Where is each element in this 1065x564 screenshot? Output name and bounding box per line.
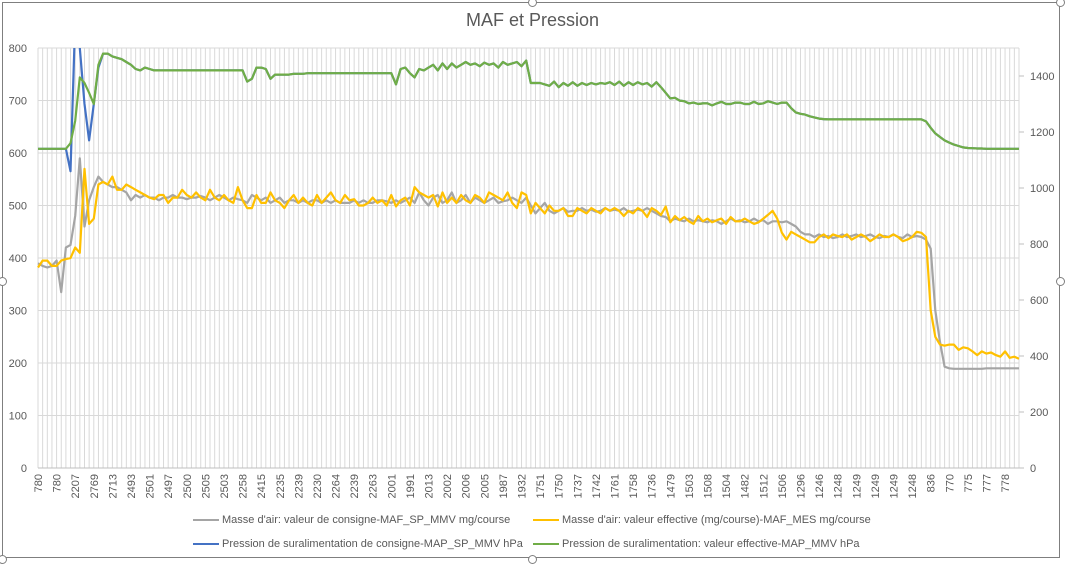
right-axis-tick-label: 600	[1030, 295, 1048, 307]
left-axis-tick-label: 800	[9, 43, 27, 55]
x-axis-tick-label: 1512	[758, 474, 770, 498]
x-axis-tick-label: 1503	[684, 474, 696, 498]
x-axis-tick-label: 1742	[591, 474, 603, 498]
legend-item-map-sp: Pression de suralimentation de consigne-…	[193, 538, 523, 550]
right-axis-tick-label: 800	[1030, 239, 1048, 251]
x-axis-tick-label: 2235	[275, 474, 287, 498]
x-axis-tick-label: 778	[1000, 474, 1012, 492]
left-axis-tick-label: 600	[9, 148, 27, 160]
x-axis-tick-label: 2001	[386, 474, 398, 498]
x-axis-tick-label: 2230	[312, 474, 324, 498]
series-line-0	[37, 157, 1019, 370]
right-axis-tick-label: 0	[1030, 463, 1036, 475]
x-axis-tick-label: 2239	[349, 474, 361, 498]
x-axis-tick-label: 2264	[331, 474, 343, 498]
x-axis-tick-label: 1508	[702, 474, 714, 498]
x-axis-tick-label: 1987	[498, 474, 510, 498]
legend-swatch-yellow	[533, 519, 559, 521]
x-axis-tick-label: 1761	[610, 474, 622, 498]
legend-swatch-blue	[193, 543, 219, 545]
x-axis-tick-label: 2493	[126, 474, 138, 498]
x-axis-ticks: 780 780 2207 2769 2713 2493 2501 2497 2500 2505 25…	[33, 474, 1012, 498]
legend-item-map-mes: Pression de suralimentation: valeur effe…	[533, 538, 860, 550]
right-axis-tick-label: 1000	[1030, 183, 1054, 195]
x-axis-tick-label: 1506	[777, 474, 789, 498]
x-axis-tick-label: 1932	[517, 474, 529, 498]
x-axis-tick-label: 2769	[89, 474, 101, 498]
x-axis-tick-label: 2005	[479, 474, 491, 498]
series-line-2	[38, 48, 1019, 173]
x-axis-tick-label: 2207	[70, 474, 82, 498]
x-axis-tick-label: 1479	[665, 474, 677, 498]
resize-handle-left[interactable]	[0, 277, 7, 286]
x-axis-tick-label: 2497	[163, 474, 175, 498]
legend-swatch-green	[533, 543, 559, 545]
resize-handle-top[interactable]	[528, 0, 537, 7]
x-axis-tick-label: 1249	[870, 474, 882, 498]
x-axis-tick-label: 2006	[461, 474, 473, 498]
x-axis-tick-label: 1249	[888, 474, 900, 498]
left-axis-tick-label: 0	[21, 463, 27, 475]
x-axis-tick-label: 1736	[647, 474, 659, 498]
x-axis-tick-label: 2263	[368, 474, 380, 498]
x-axis-tick-label: 2013	[424, 474, 436, 498]
x-axis-tick-label: 2239	[293, 474, 305, 498]
x-axis-tick-label: 1504	[721, 474, 733, 498]
legend-label: Masse d'air: valeur effective (mg/course…	[562, 514, 871, 526]
x-axis-tick-label: 836	[926, 474, 938, 492]
x-axis-tick-label: 1737	[572, 474, 584, 498]
x-axis-tick-label: 2258	[238, 474, 250, 498]
x-axis-tick-label: 2713	[107, 474, 119, 498]
x-axis-tick-label: 1758	[628, 474, 640, 498]
chart-title: MAF et Pression	[465, 10, 600, 30]
left-axis-tick-label: 400	[9, 253, 27, 265]
x-axis-tick-label: 2415	[256, 474, 268, 498]
right-axis-tick-label: 1200	[1030, 127, 1054, 139]
legend-item-maf-sp: Masse d'air: valeur de consigne-MAF_SP_M…	[193, 514, 510, 526]
left-axis-tick-label: 500	[9, 201, 27, 213]
series-lines	[37, 48, 1020, 370]
x-axis-tick-label: 1991	[405, 474, 417, 498]
right-axis-tick-label: 1400	[1030, 71, 1054, 83]
x-axis-tick-label: 780	[33, 474, 45, 492]
x-axis-tick-label: 770	[944, 474, 956, 492]
horizontal-gridlines	[38, 47, 1019, 469]
legend-label: Masse d'air: valeur de consigne-MAF_SP_M…	[222, 514, 511, 526]
x-axis-tick-label: 1750	[554, 474, 566, 498]
left-axis-ticks: 0 100 200 300 400 500 600 700 800	[9, 43, 27, 475]
x-axis-tick-label: 1296	[795, 474, 807, 498]
x-axis-tick-label: 1248	[833, 474, 845, 498]
x-axis-tick-label: 2002	[442, 474, 454, 498]
left-axis-tick-label: 200	[9, 358, 27, 370]
x-axis-tick-label: 775	[963, 474, 975, 492]
left-axis-tick-label: 300	[9, 306, 27, 318]
x-axis-tick-label: 1249	[851, 474, 863, 498]
legend-swatch-gray	[193, 519, 219, 521]
x-axis-tick-label: 1482	[740, 474, 752, 498]
right-axis-tick-label: 400	[1030, 351, 1048, 363]
x-axis-tick-label: 1751	[535, 474, 547, 498]
x-axis-tick-label: 2505	[200, 474, 212, 498]
right-axis-ticks: 0 200 400 600 800 1000 1200 1400	[1019, 71, 1054, 475]
x-axis-tick-label: 1246	[814, 474, 826, 498]
legend-item-maf-mes: Masse d'air: valeur effective (mg/course…	[533, 514, 871, 526]
series-line-3	[38, 52, 1019, 150]
series-line-1	[37, 167, 1020, 360]
left-axis-tick-label: 700	[9, 96, 27, 108]
x-axis-tick-label: 1248	[907, 474, 919, 498]
left-axis-tick-label: 100	[9, 411, 27, 423]
legend-label: Pression de suralimentation: valeur effe…	[562, 538, 860, 550]
x-axis-tick-label: 2503	[219, 474, 231, 498]
x-axis-tick-label: 780	[52, 474, 64, 492]
x-axis-tick-label: 777	[981, 474, 993, 492]
x-axis-tick-label: 2500	[182, 474, 194, 498]
x-axis-tick-label: 2501	[145, 474, 157, 498]
right-axis-tick-label: 200	[1030, 407, 1048, 419]
legend-label: Pression de suralimentation de consigne-…	[222, 538, 523, 550]
